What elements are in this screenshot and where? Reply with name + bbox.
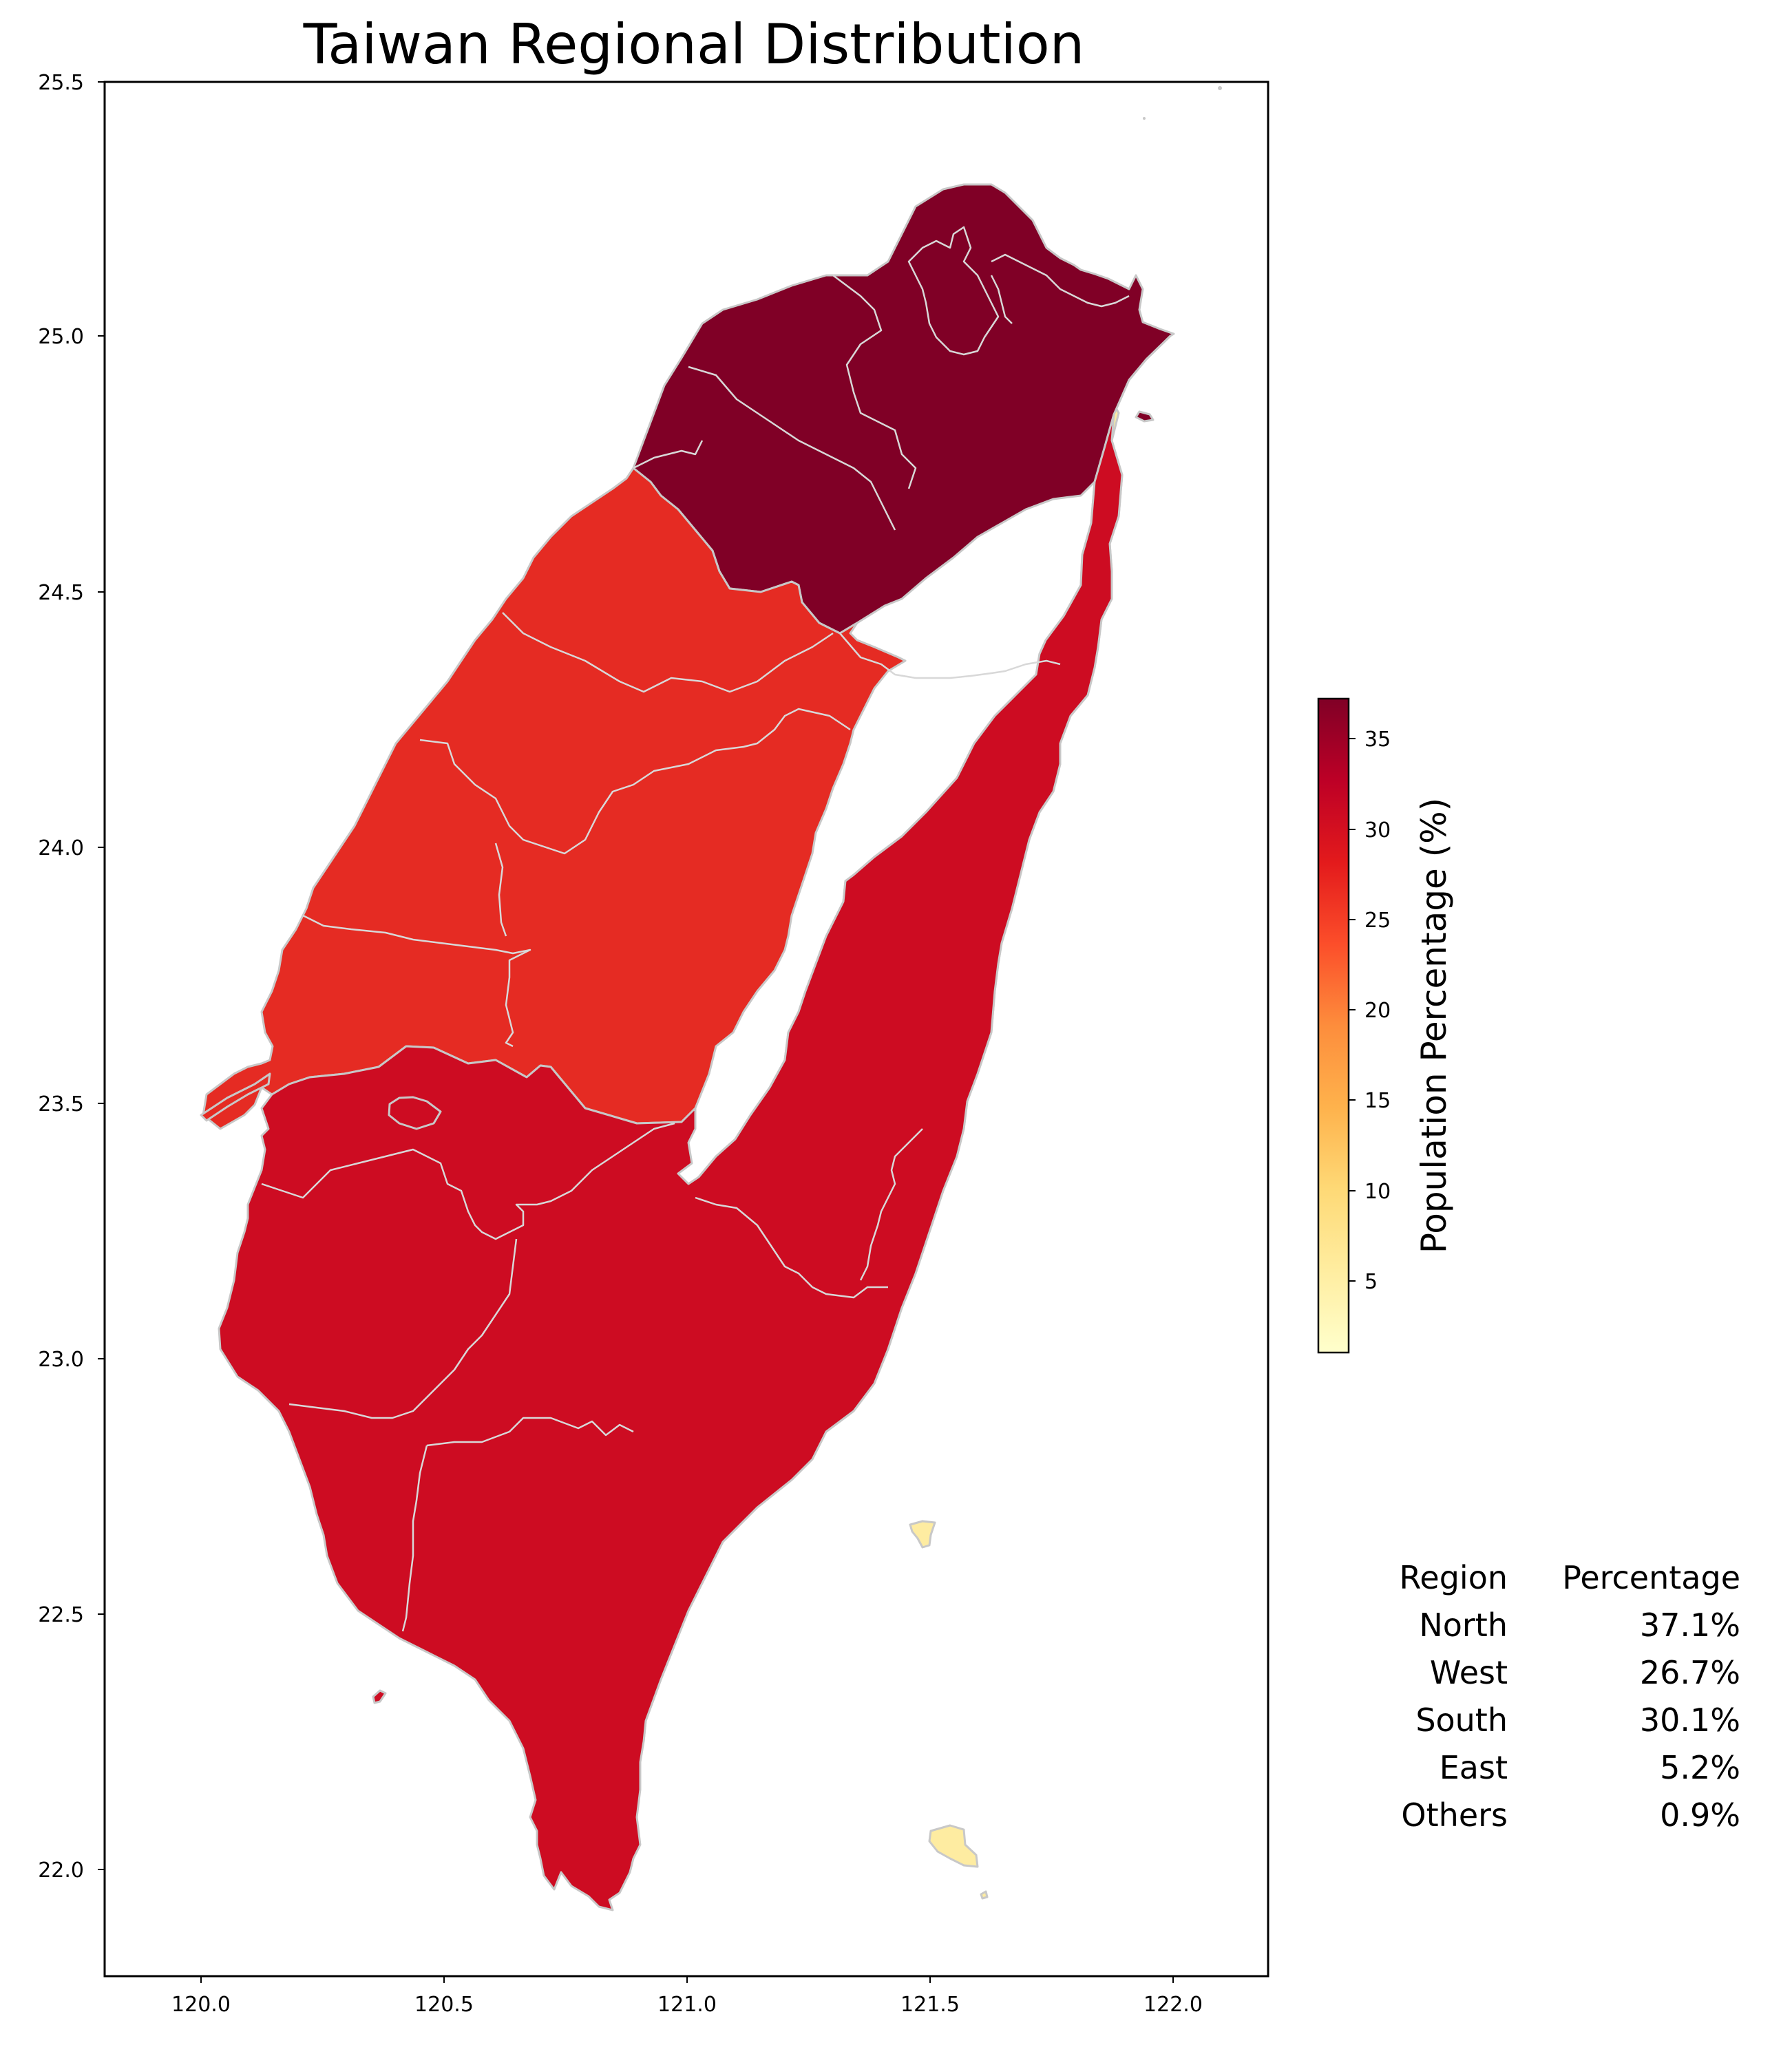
coast-spit: [200, 1072, 271, 1122]
x-tick-label: 120.5: [414, 1993, 474, 2017]
table-header-percentage: Percentage: [1562, 1559, 1740, 1596]
boundary-north-4: [907, 226, 1000, 356]
boundary-south-2: [288, 1238, 518, 1419]
cbar-tick-label: 25: [1364, 909, 1391, 933]
boundary-north-6: [990, 275, 1013, 324]
island-liuqiu: [372, 1689, 387, 1704]
y-tick-label: 23.0: [38, 1348, 84, 1372]
island-north-east: [1135, 410, 1155, 423]
x-tick-label: 120.0: [171, 1993, 231, 2017]
map-regions: [200, 86, 1222, 1911]
county-boundaries: [261, 226, 1130, 1632]
boundary-west-1: [502, 612, 834, 693]
island-dot-2: [1143, 117, 1146, 120]
table-value: 30.1%: [1640, 1702, 1740, 1739]
boundary-south-3: [426, 1417, 634, 1447]
boundary-south-4: [401, 1445, 428, 1632]
x-tick-label: 121.0: [657, 1993, 717, 2017]
region-south: [218, 413, 1124, 1911]
y-tick-label: 24.0: [38, 836, 84, 860]
island-dot-1: [1218, 86, 1222, 90]
island-green: [909, 1520, 936, 1549]
y-tick-label: 25.0: [38, 325, 84, 349]
y-tick-label: 25.5: [38, 71, 84, 95]
table-region: East: [1440, 1749, 1508, 1786]
table-value: 0.9%: [1660, 1797, 1740, 1834]
boundary-east-1: [839, 633, 1061, 679]
boundary-west-2: [419, 708, 851, 855]
cbar-tick-label: 20: [1364, 999, 1391, 1023]
map-title: Taiwan Regional Distribution: [303, 12, 1085, 76]
boundary-north-2: [633, 440, 704, 469]
island-small-south: [980, 1890, 989, 1900]
y-tick-label: 23.5: [38, 1092, 84, 1116]
boundary-north-3: [832, 275, 917, 489]
boundary-north-1: [688, 365, 896, 531]
table-value: 37.1%: [1640, 1607, 1740, 1644]
table-region: North: [1419, 1607, 1508, 1644]
island-penghu: [388, 1096, 442, 1130]
table-region: West: [1430, 1654, 1508, 1691]
table-value: 5.2%: [1660, 1749, 1740, 1786]
y-axis: 25.5 25.0 24.5 24.0 23.5 23.0 22.5 22.0: [38, 71, 105, 1883]
boundary-north-5: [991, 253, 1130, 308]
colorbar-label: Population Percentage (%): [1414, 798, 1454, 1253]
table-region: Others: [1401, 1797, 1508, 1834]
island-orchid: [928, 1824, 979, 1868]
table-value: 26.7%: [1640, 1654, 1740, 1691]
y-tick-label: 22.5: [38, 1603, 84, 1627]
y-tick-label: 24.5: [38, 581, 84, 605]
boundary-south-1: [261, 1122, 675, 1240]
colorbar-gradient: [1317, 697, 1350, 1354]
cbar-tick-label: 35: [1364, 728, 1391, 752]
cbar-tick-label: 5: [1364, 1270, 1378, 1294]
x-tick-label: 122.0: [1143, 1993, 1203, 2017]
table-region: South: [1415, 1702, 1508, 1739]
y-tick-label: 22.0: [38, 1858, 84, 1883]
boundary-west-4: [494, 843, 507, 937]
percentage-table: Region Percentage North 37.1% West 26.7%…: [1400, 1559, 1740, 1834]
cbar-tick-label: 10: [1364, 1180, 1391, 1204]
table-header-region: Region: [1400, 1559, 1508, 1596]
x-tick-label: 121.5: [900, 1993, 960, 2017]
cbar-tick-label: 30: [1364, 818, 1391, 843]
boundary-west-3: [302, 914, 531, 1048]
boundary-east-2: [695, 1196, 888, 1299]
colorbar: 5 10 15 20 25 30 35 Population Percentag…: [1317, 697, 1454, 1354]
cbar-tick-label: 15: [1364, 1089, 1391, 1113]
x-axis: 120.0 120.5 121.0 121.5 122.0: [171, 1976, 1203, 2017]
boundary-east-3: [859, 1128, 923, 1281]
